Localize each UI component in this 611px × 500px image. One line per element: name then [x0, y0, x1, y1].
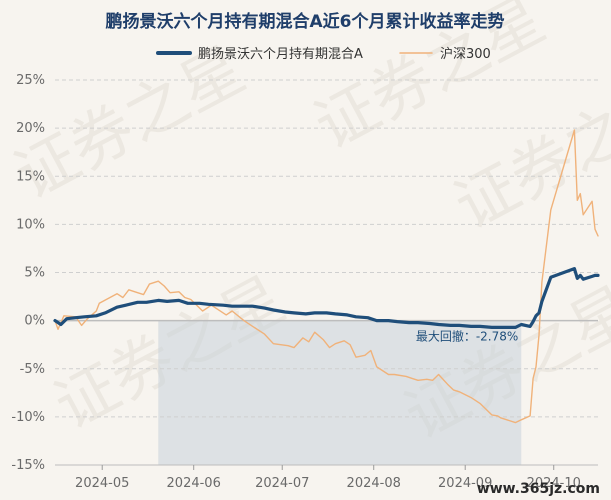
legend-label-fund: 鹏扬景沃六个月持有期混合A	[198, 47, 363, 62]
x-tick-label: 2024-09	[438, 476, 492, 491]
y-tick-label: -10%	[11, 410, 45, 425]
legend-label-benchmark: 沪深300	[440, 46, 491, 62]
series-lines	[53, 129, 600, 424]
y-tick-label: 25%	[16, 73, 45, 88]
y-tick-label: 5%	[24, 266, 45, 281]
x-tick-label: 2024-08	[347, 476, 401, 491]
chart-title: 鹏扬景沃六个月持有期混合A近6个月累计收益率走势	[106, 11, 505, 32]
legend: 鹏扬景沃六个月持有期混合A 沪深300	[156, 46, 491, 62]
series-line-fund	[53, 267, 600, 329]
x-tick-label: 2024-06	[167, 476, 221, 491]
x-tick-label: 2024-07	[255, 476, 309, 491]
y-tick-label: 20%	[16, 121, 45, 136]
x-tick-label: 2024-05	[75, 476, 129, 491]
y-tick-label: -15%	[11, 458, 45, 473]
y-tick-label: 10%	[16, 217, 45, 232]
series-line-benchmark	[54, 129, 599, 424]
drawdown-label: 最大回撤：-2.78%	[416, 329, 518, 344]
plot-area: 最大回撤：-2.78%	[53, 79, 600, 466]
grid-lines	[55, 79, 598, 466]
y-tick-label: 15%	[16, 169, 45, 184]
x-axis: 2024-05 2024-06 2024-07 2024-08 2024-09 2024-…	[55, 464, 598, 491]
x-tick-label: 2024-10	[527, 476, 581, 491]
y-tick-label: -5%	[20, 362, 45, 377]
brand-watermark: www.365jz.com	[477, 481, 600, 497]
y-axis: -15% -10% -5% 0% 5% 10% 15% 20% 25%	[11, 73, 45, 473]
y-tick-label: 0%	[24, 314, 45, 329]
